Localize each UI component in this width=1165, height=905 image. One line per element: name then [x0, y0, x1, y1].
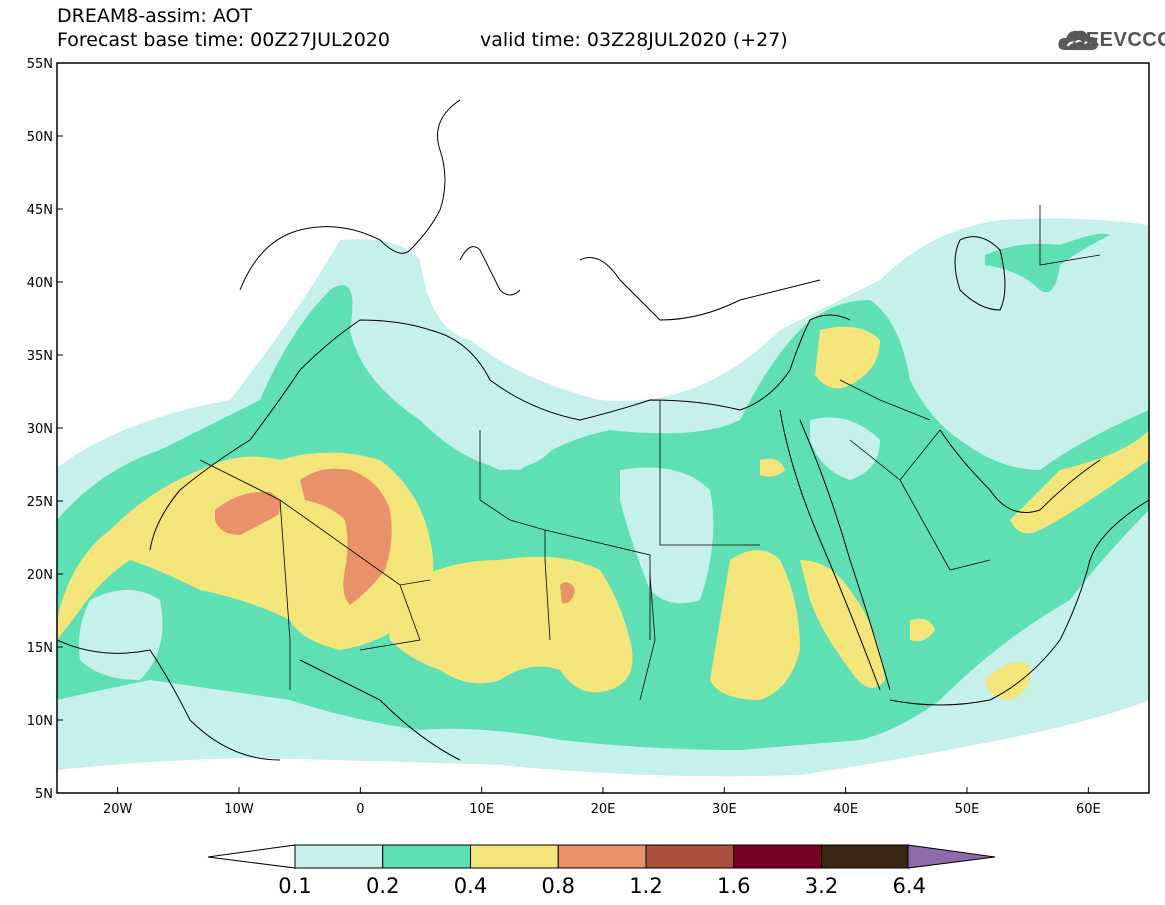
valid-time: valid time: 03Z28JUL2020 (+27) — [480, 29, 788, 51]
colorbar-under-triangle — [207, 844, 296, 869]
lat-tick-label: 45N — [27, 203, 53, 218]
forecast-base-time: Forecast base time: 00Z27JUL2020 — [57, 29, 390, 51]
lat-tick-label: 15N — [27, 641, 53, 656]
colorbar-box — [382, 844, 471, 869]
colorbar-label: 0.4 — [454, 874, 487, 898]
lat-tick-label: 50N — [27, 130, 53, 145]
lon-tick-label: 10W — [224, 802, 254, 817]
colorbar-box — [470, 844, 559, 869]
coastlines — [57, 99, 1149, 761]
country-borders — [199, 205, 1101, 701]
lon-tick-label: 60E — [1076, 802, 1101, 817]
lat-tick-label: 5N — [35, 787, 53, 802]
lon-tick-label: 20E — [591, 802, 616, 817]
aot-contour-0.4-iraq — [815, 326, 880, 389]
colorbar-label: 1.2 — [629, 874, 662, 898]
aot-contour-0.4-red-sea — [800, 560, 885, 688]
colorbar-label: 0.1 — [278, 874, 311, 898]
aot-contour-0.2-caspian — [985, 233, 1110, 293]
lon-tick-label: 20W — [103, 802, 133, 817]
lon-tick-label: 10E — [469, 802, 494, 817]
lat-tick-label: 25N — [27, 495, 53, 510]
colorbar-box — [645, 844, 735, 869]
lon-tick-label: 50E — [955, 802, 980, 817]
cloud-icon — [1058, 30, 1098, 50]
lon-tick-label: 30E — [712, 802, 737, 817]
chart-title: DREAM8-assim: AOT — [57, 5, 253, 27]
colorbar-label: 0.8 — [542, 874, 575, 898]
colorbar-label: 3.2 — [805, 874, 838, 898]
aot-contour-0.8-algeria-mali — [300, 468, 392, 605]
colorbar-box — [733, 844, 822, 869]
colorbar-over-triangle — [907, 844, 996, 869]
colorbar-label: 0.2 — [366, 874, 399, 898]
lat-tick-label: 30N — [27, 422, 53, 437]
aot-contour-0.8-mauritania — [215, 491, 281, 535]
longitude-axis: 20W 10W 0 10E 20E 30E 40E 50E 60E — [103, 787, 1101, 817]
lat-tick-label: 10N — [27, 714, 53, 729]
colorbar: 0.1 0.2 0.4 0.8 1.2 1.6 3.2 6.4 — [207, 844, 996, 898]
lon-tick-label: 0 — [356, 802, 364, 817]
colorbar-box — [294, 844, 384, 869]
lon-tick-label: 40E — [833, 802, 858, 817]
seevccc-logo: SEEVCCC — [1072, 29, 1165, 51]
lat-tick-label: 20N — [27, 568, 53, 583]
colorbar-box — [557, 844, 647, 869]
latitude-axis: 55N 50N 45N 40N 35N 30N 25N 20N 15N 10N 5N — [27, 57, 63, 802]
colorbar-label: 6.4 — [893, 874, 926, 898]
colorbar-box — [821, 844, 910, 869]
lat-tick-label: 55N — [27, 57, 53, 72]
lat-tick-label: 35N — [27, 349, 53, 364]
colorbar-label: 1.6 — [717, 874, 750, 898]
aot-field — [57, 63, 1149, 793]
aot-contour-0.4-sudan — [710, 550, 800, 700]
lat-tick-label: 40N — [27, 276, 53, 291]
